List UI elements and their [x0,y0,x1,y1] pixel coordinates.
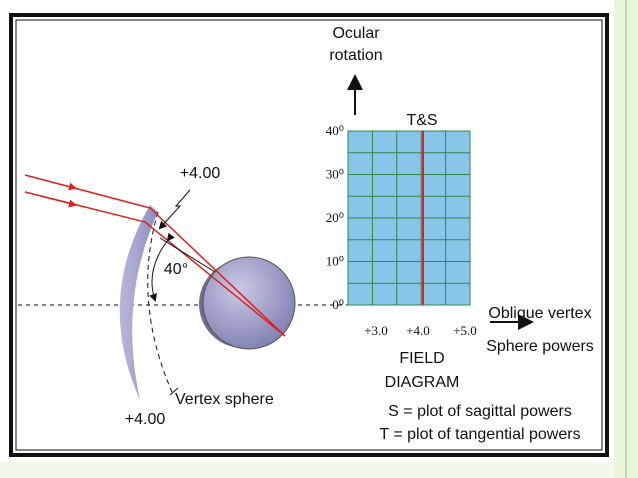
y-tick-label: 30⁰ [326,167,344,182]
series-label: T&S [406,112,437,129]
field-grid: 40⁰ 30⁰ 20⁰ 10⁰ 0⁰ +3.0 +4.0 +5.0 [326,123,477,338]
ray-arrow [39,195,77,208]
diagram-title: DIAGRAM [385,374,460,391]
label: Vertex sphere [175,391,274,408]
diagram-title: FIELD [399,350,444,367]
x-tick-label: +5.0 [453,323,477,338]
legend-item: T = plot of tangential powers [379,426,580,443]
legend-item: S = plot of sagittal powers [388,403,572,420]
axis-label: rotation [329,47,382,64]
label: +4.00 [125,411,166,428]
pointer [169,387,179,396]
bottom-border [0,462,614,478]
axis-label: Oblique vertex [488,305,591,322]
y-tick-label: 10⁰ [326,254,344,269]
y-tick-label: 40⁰ [326,123,344,138]
label: 40° [164,261,188,278]
label: +4.00 [180,165,221,182]
lens [119,205,158,400]
x-tick-label: +4.0 [406,323,430,338]
x-tick-label: +3.0 [364,323,388,338]
pointer [158,189,191,230]
y-tick-label: 20⁰ [326,210,344,225]
inner-frame [15,19,603,451]
ray-arrow [39,178,77,191]
axis-label: Sphere powers [486,338,594,355]
y-tick-label: 0⁰ [332,297,344,312]
axis-label: Ocular [332,25,380,42]
frame [9,13,609,457]
angle-line [159,237,216,273]
angle-arc [149,232,175,302]
